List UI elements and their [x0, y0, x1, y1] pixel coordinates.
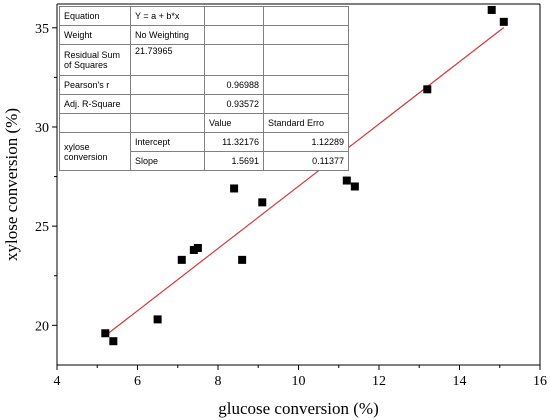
y-tick-label: 35: [35, 22, 49, 37]
table-cell: [263, 6, 349, 26]
table-cell: 21.73965: [130, 44, 205, 76]
table-cell: [130, 113, 205, 133]
table-cell: Adj. R-Square: [59, 94, 131, 114]
table-cell: Value: [204, 113, 264, 133]
regression-stats-table: Equation Y = a + b*x Weight No Weighting…: [59, 6, 349, 171]
x-tick-label: 14: [453, 374, 467, 389]
data-point: [109, 337, 118, 346]
data-point: [193, 243, 202, 252]
table-cell: [204, 6, 264, 26]
table-cell: [130, 94, 205, 114]
table-row: xylose conversion Intercept 11.32176 1.1…: [59, 132, 349, 171]
table-cell: 0.96988: [204, 75, 264, 95]
table-cell: [130, 75, 205, 95]
table-cell: Residual Sum of Squares: [59, 44, 131, 76]
table-row: Pearson's r 0.96988: [59, 75, 349, 95]
data-point: [423, 85, 432, 94]
table-row: Residual Sum of Squares 21.73965: [59, 44, 349, 76]
table-cell: [263, 25, 349, 45]
x-tick-label: 8: [215, 374, 222, 389]
y-tick-label: 20: [35, 319, 49, 334]
table-cell: 11.32176: [204, 132, 264, 152]
data-point: [177, 255, 186, 264]
table-cell: Intercept: [130, 132, 205, 152]
data-point: [238, 255, 247, 264]
table-row: Equation Y = a + b*x: [59, 6, 349, 26]
data-point: [342, 176, 351, 185]
table-cell: Slope: [130, 151, 205, 171]
data-point: [153, 315, 162, 324]
table-cell: xylose conversion: [59, 132, 131, 171]
table-cell: [59, 113, 131, 133]
table-cell: 1.12289: [263, 132, 349, 152]
data-point: [189, 245, 198, 254]
y-tick-label: 25: [35, 220, 49, 235]
x-axis-title: glucose conversion (%): [218, 399, 379, 418]
x-tick-label: 6: [134, 374, 141, 389]
data-point: [258, 198, 267, 207]
table-cell: 1.5691: [204, 151, 264, 171]
data-point: [487, 5, 496, 14]
regression-fit-line: [104, 27, 505, 337]
y-ticks: 20 25 30 35: [35, 22, 57, 334]
table-cell: [204, 25, 264, 45]
data-point: [230, 184, 239, 193]
table-cell: No Weighting: [130, 25, 205, 45]
table-cell: [263, 44, 349, 76]
table-row: Weight No Weighting: [59, 25, 349, 45]
x-ticks: 4 6 8 10 12 14 16: [54, 365, 547, 389]
table-cell: Pearson's r: [59, 75, 131, 95]
x-tick-label: 10: [292, 374, 306, 389]
y-axis-title: xylose conversion (%): [2, 108, 21, 261]
x-tick-label: 4: [54, 374, 61, 389]
table-cell: Y = a + b*x: [130, 6, 205, 26]
data-point: [101, 329, 110, 338]
table-cell: [263, 94, 349, 114]
x-tick-label: 12: [372, 374, 386, 389]
x-tick-label: 16: [533, 374, 547, 389]
table-cell: 0.93572: [204, 94, 264, 114]
table-cell: Weight: [59, 25, 131, 45]
table-row: Adj. R-Square 0.93572: [59, 94, 349, 114]
table-row: Value Standard Erro: [59, 113, 349, 133]
y-tick-label: 30: [35, 121, 49, 136]
fit-layer: [104, 27, 505, 337]
data-points: [101, 5, 508, 346]
table-cell: Standard Erro: [263, 113, 349, 133]
table-cell: [263, 75, 349, 95]
table-cell: 0.11377: [263, 151, 349, 171]
table-cell: [204, 44, 264, 76]
data-point: [499, 17, 508, 26]
table-row: Slope 1.5691 0.11377: [60, 151, 349, 171]
data-point: [350, 182, 359, 191]
table-cell: Equation: [59, 6, 131, 26]
